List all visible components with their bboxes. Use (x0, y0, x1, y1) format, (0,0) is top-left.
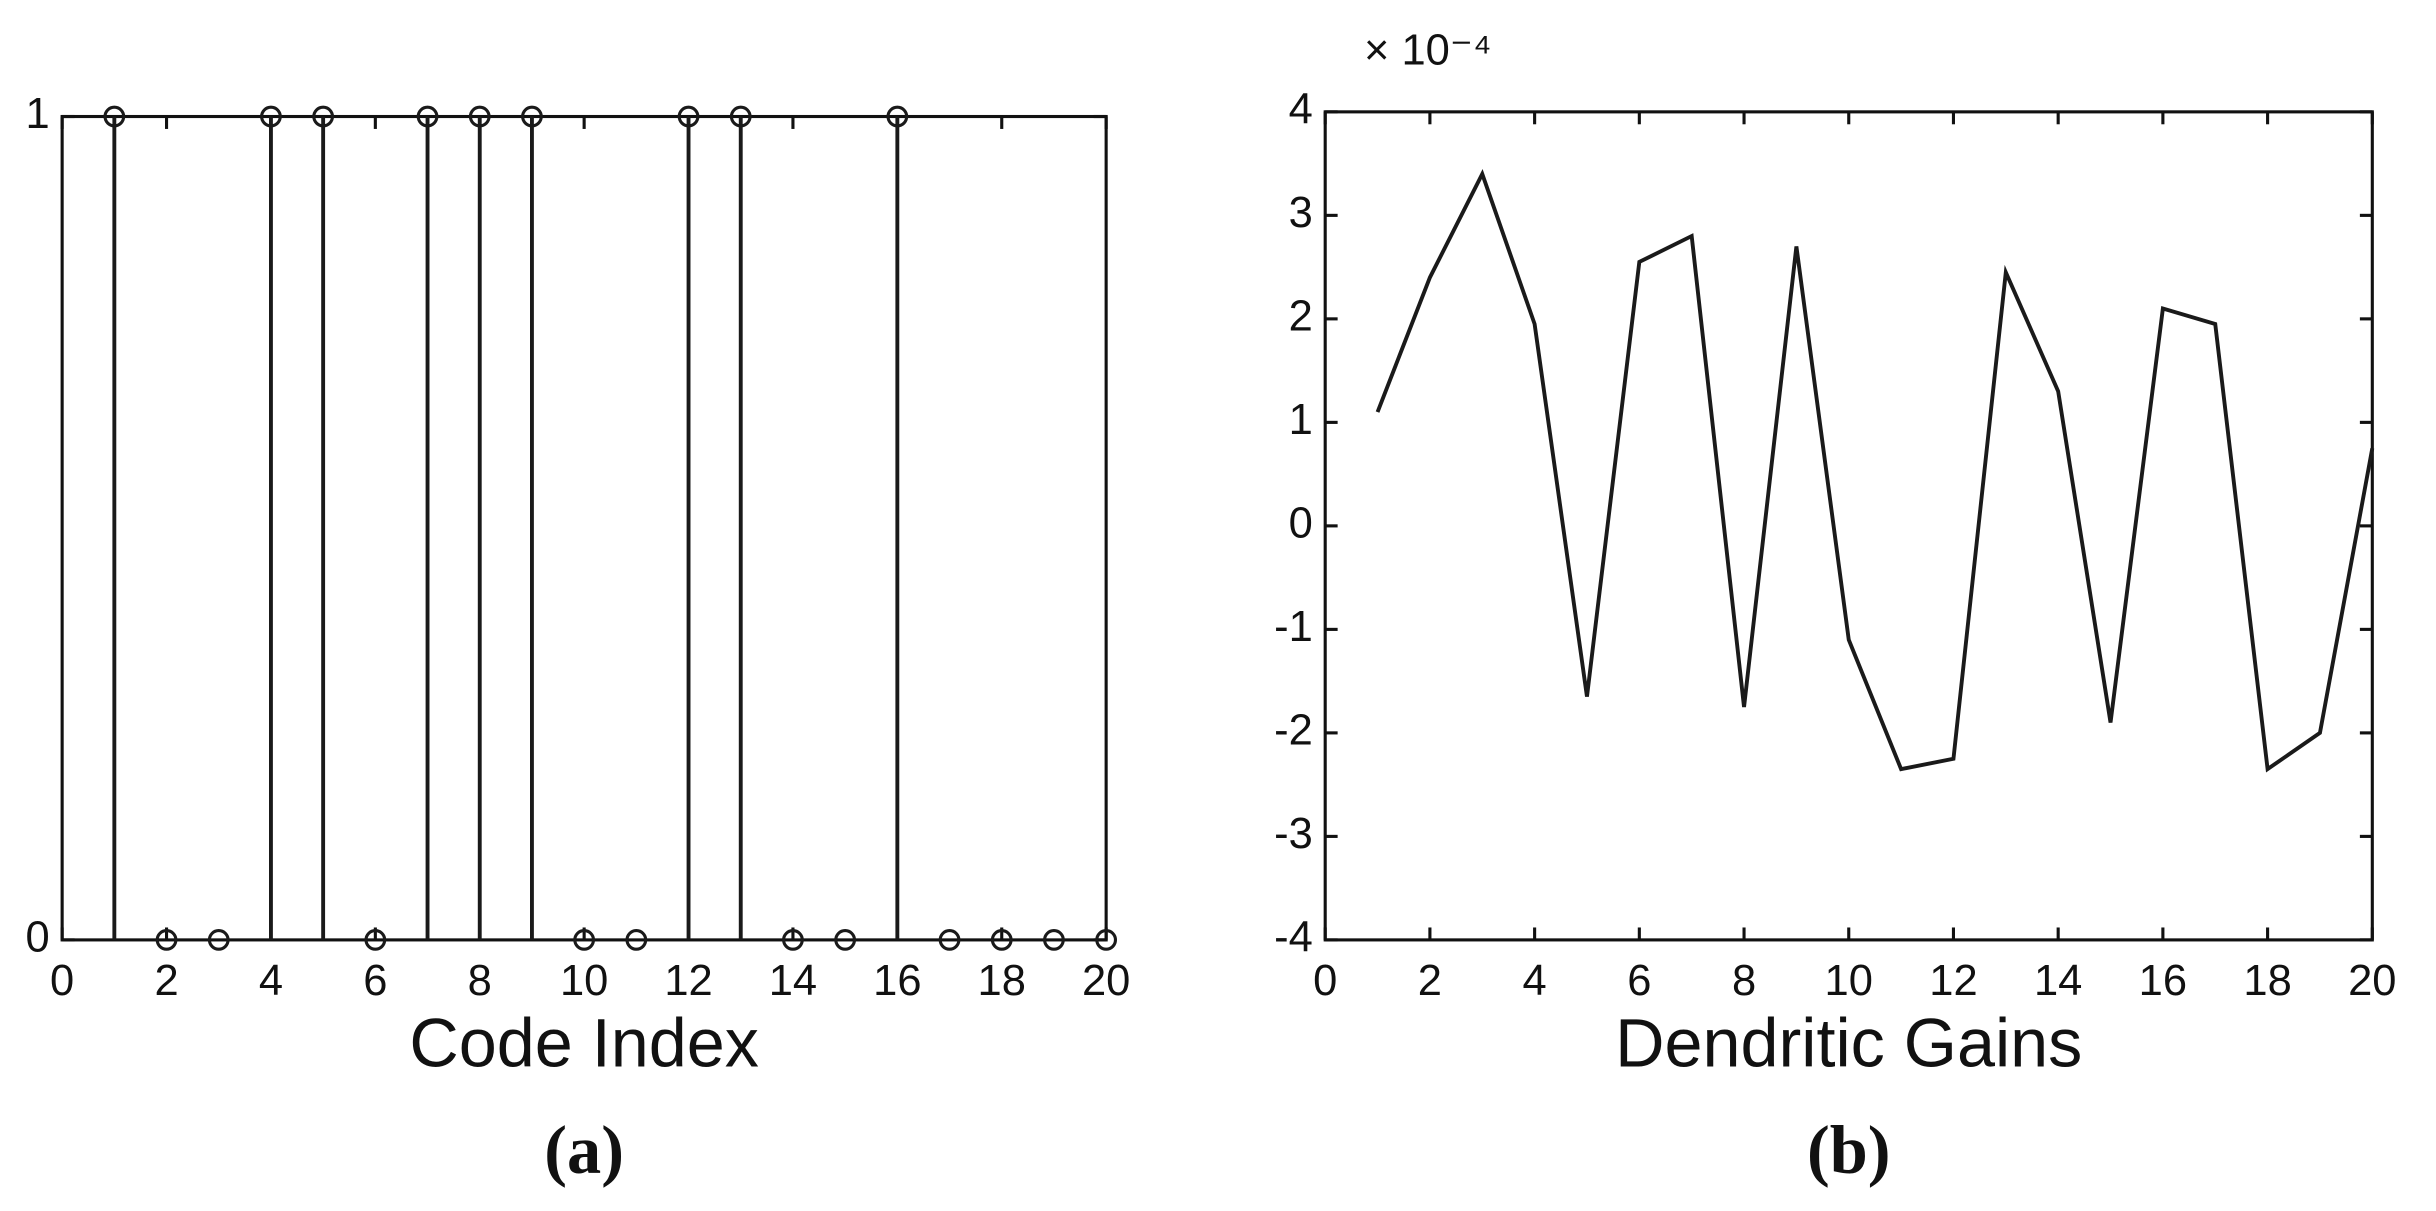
x-tick-label: 20 (2348, 957, 2396, 1005)
axes-box (1323, 110, 2374, 942)
stem-marker (990, 929, 1013, 951)
stem-marker (938, 929, 961, 951)
data-line (1375, 169, 2375, 773)
y-tick-label: 1 (26, 90, 50, 138)
stem-marker (260, 105, 282, 128)
stem-marker (886, 105, 909, 128)
stem-marker (103, 105, 126, 128)
x-tick-label: 18 (978, 957, 1026, 1005)
stem-marker (729, 105, 752, 128)
caption: (a) (544, 1112, 624, 1188)
x-tick-label: 12 (1929, 957, 1977, 1005)
stem-marker (207, 929, 230, 951)
x-tick-label: 14 (2034, 957, 2082, 1005)
x-axis-label: Dendritic Gains (1615, 1006, 2082, 1082)
x-tick-label: 6 (363, 957, 387, 1005)
stem-marker (677, 105, 700, 128)
x-tick-label: 8 (468, 957, 492, 1005)
stem-marker (416, 105, 439, 128)
x-tick-label: 4 (259, 957, 283, 1005)
y-tick-label: 2 (1289, 292, 1313, 340)
stem-marker (468, 105, 491, 128)
x-tick-label: 16 (2139, 957, 2187, 1005)
x-tick-label: 20 (1082, 957, 1130, 1005)
x-tick-label: 14 (769, 957, 817, 1005)
stem-marker (782, 929, 804, 951)
stem-marker (625, 929, 648, 951)
y-tick-label: 4 (1289, 85, 1313, 133)
x-axis-label: Code Index (409, 1006, 759, 1082)
stem-marker (1043, 929, 1065, 951)
x-tick-label: 6 (1627, 957, 1651, 1005)
x-tick-label: 4 (1523, 957, 1547, 1005)
x-tick-label: 10 (560, 957, 608, 1005)
y-tick-label: 3 (1289, 189, 1313, 237)
x-tick-label: 10 (1825, 957, 1873, 1005)
y-tick-label: 1 (1289, 396, 1313, 444)
y-tick-label: -3 (1274, 810, 1313, 858)
stem-marker (1095, 929, 1118, 951)
stem-marker (834, 929, 857, 951)
caption: (b) (1807, 1112, 1891, 1188)
x-tick-label: 2 (1418, 957, 1442, 1005)
x-tick-label: 8 (1732, 957, 1756, 1005)
y-tick-label: -2 (1274, 706, 1313, 754)
x-tick-label: 16 (873, 957, 921, 1005)
x-tick-label: 0 (1313, 957, 1337, 1005)
y-tick-label: 0 (26, 913, 50, 961)
x-tick-label: 18 (2243, 957, 2291, 1005)
stem-marker (155, 929, 178, 951)
stem-marker (573, 929, 596, 951)
axis-multiplier: × 10⁻⁴ (1364, 26, 1491, 74)
x-tick-label: 0 (50, 957, 74, 1005)
x-tick-label: 12 (664, 957, 712, 1005)
y-tick-label: -1 (1274, 603, 1313, 651)
axes-box (60, 114, 1108, 942)
y-tick-label: -4 (1274, 913, 1313, 961)
x-tick-label: 2 (154, 957, 178, 1005)
stem-marker (521, 105, 543, 128)
stem-marker (364, 929, 387, 951)
stem-marker (312, 105, 335, 128)
y-tick-label: 0 (1289, 499, 1313, 547)
